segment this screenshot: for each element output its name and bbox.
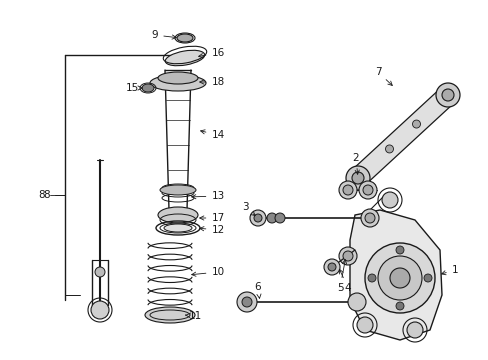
Text: 14: 14 xyxy=(200,130,224,140)
Circle shape xyxy=(351,172,363,184)
Circle shape xyxy=(95,267,105,277)
Circle shape xyxy=(338,181,356,199)
Polygon shape xyxy=(349,210,441,340)
Circle shape xyxy=(91,301,109,319)
Circle shape xyxy=(358,181,376,199)
Polygon shape xyxy=(350,87,454,185)
Ellipse shape xyxy=(165,50,204,66)
Text: 18: 18 xyxy=(199,77,224,87)
Text: 7: 7 xyxy=(374,67,391,85)
Circle shape xyxy=(395,246,403,254)
Circle shape xyxy=(342,251,352,261)
Text: 13: 13 xyxy=(191,191,224,201)
Circle shape xyxy=(360,209,378,227)
Circle shape xyxy=(253,214,262,222)
Text: 5: 5 xyxy=(336,260,346,293)
Circle shape xyxy=(266,213,276,223)
Text: 11: 11 xyxy=(185,311,201,321)
Circle shape xyxy=(385,145,393,153)
Text: 10: 10 xyxy=(191,267,224,277)
Circle shape xyxy=(377,256,421,300)
Circle shape xyxy=(237,292,257,312)
Circle shape xyxy=(389,268,409,288)
Circle shape xyxy=(242,297,251,307)
Circle shape xyxy=(327,263,335,271)
Text: 4: 4 xyxy=(339,269,350,293)
Circle shape xyxy=(406,322,422,338)
Text: 15: 15 xyxy=(125,83,142,93)
Circle shape xyxy=(347,293,365,311)
Circle shape xyxy=(423,274,431,282)
Circle shape xyxy=(364,243,434,313)
Text: 9: 9 xyxy=(151,30,176,40)
Circle shape xyxy=(367,274,375,282)
Circle shape xyxy=(338,247,356,265)
Text: 16: 16 xyxy=(198,48,224,58)
Ellipse shape xyxy=(142,84,154,92)
Text: 1: 1 xyxy=(441,265,457,275)
Circle shape xyxy=(364,213,374,223)
Text: 17: 17 xyxy=(199,213,224,223)
Circle shape xyxy=(342,185,352,195)
Circle shape xyxy=(412,120,420,128)
Text: 12: 12 xyxy=(199,225,224,235)
Circle shape xyxy=(381,192,397,208)
Text: 8: 8 xyxy=(43,190,50,200)
Circle shape xyxy=(324,259,339,275)
Circle shape xyxy=(249,210,265,226)
Circle shape xyxy=(435,83,459,107)
Ellipse shape xyxy=(158,207,198,223)
Circle shape xyxy=(362,185,372,195)
Ellipse shape xyxy=(145,307,195,323)
Text: 2: 2 xyxy=(352,153,359,174)
Ellipse shape xyxy=(160,185,196,195)
Circle shape xyxy=(346,166,369,190)
Text: 3: 3 xyxy=(241,202,255,216)
Text: 8: 8 xyxy=(39,190,45,200)
Ellipse shape xyxy=(150,75,205,91)
Circle shape xyxy=(441,89,453,101)
Circle shape xyxy=(356,317,372,333)
Ellipse shape xyxy=(177,34,193,42)
Ellipse shape xyxy=(158,72,198,84)
Circle shape xyxy=(395,302,403,310)
Text: 6: 6 xyxy=(254,282,261,298)
Ellipse shape xyxy=(163,224,192,232)
Circle shape xyxy=(274,213,285,223)
